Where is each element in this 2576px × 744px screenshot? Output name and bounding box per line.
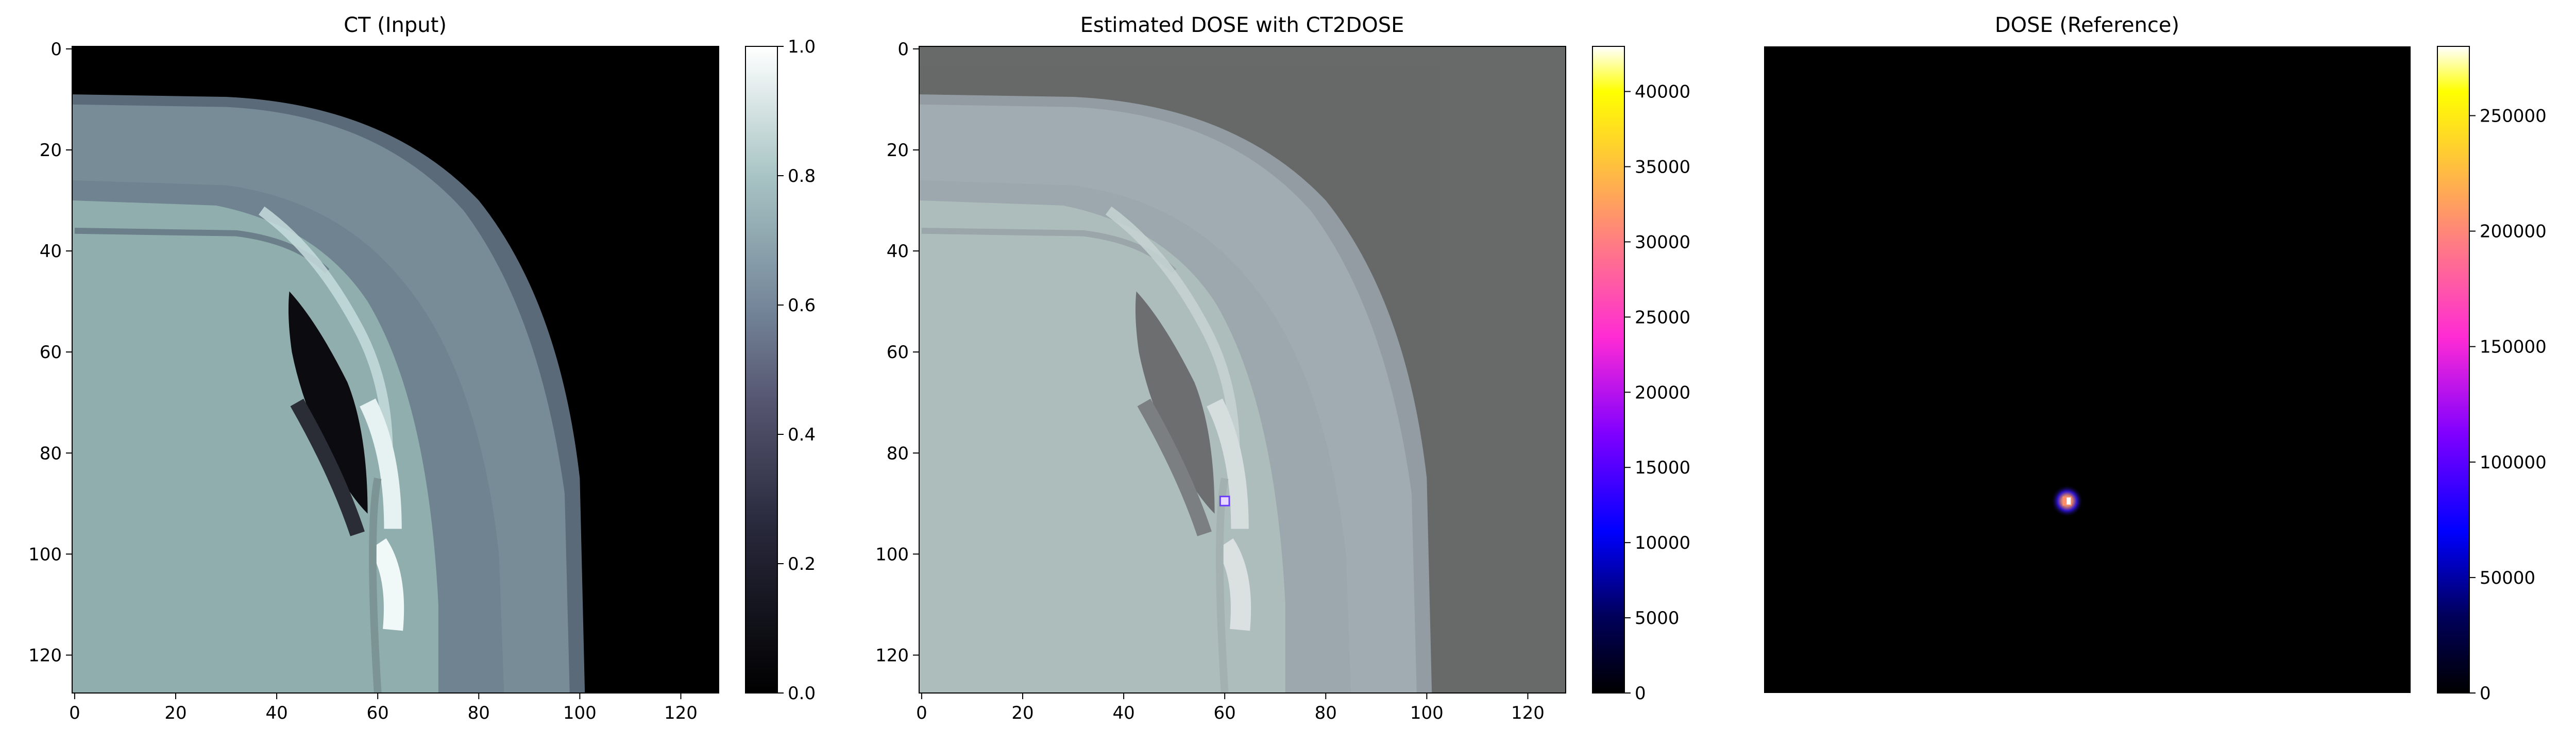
panel-title: DOSE (Reference) <box>1995 13 2179 37</box>
colorbar-tick-label: 35000 <box>1635 157 1690 177</box>
y-tick-label: 40 <box>887 241 909 262</box>
x-tick-label: 60 <box>367 703 389 723</box>
estimated-dose-image <box>919 46 1566 693</box>
colorbar-tick-label: 15000 <box>1635 458 1690 478</box>
reference-dose-image <box>1764 46 2411 693</box>
colorbar-tick-label: 40000 <box>1635 82 1690 103</box>
x-tick-label: 100 <box>1410 703 1444 723</box>
colorbar-tick-label: 0 <box>1635 683 1646 704</box>
panel-title: CT (Input) <box>344 13 447 37</box>
colorbar-tick-label: 50000 <box>2480 568 2535 588</box>
colorbar-tick-label: 100000 <box>2480 452 2547 473</box>
colorbar-tick-label: 30000 <box>1635 232 1690 252</box>
panel-title: Estimated DOSE with CT2DOSE <box>1080 13 1404 37</box>
dose-hotspot <box>1219 496 1230 506</box>
x-tick-label: 120 <box>1511 703 1545 723</box>
colorbar <box>1592 46 1625 694</box>
y-tick-group: 0 20 40 60 80 100 120 <box>28 39 72 666</box>
x-tick-group: 0 20 40 60 80 100 120 <box>916 693 1545 723</box>
x-tick-label: 40 <box>1112 703 1134 723</box>
x-tick-label: 40 <box>265 703 287 723</box>
colorbar-tick-label: 20000 <box>1635 382 1690 403</box>
colorbar-tick-label: 150000 <box>2480 337 2547 358</box>
colorbar-tick-label: 250000 <box>2480 106 2547 126</box>
colorbar-tick-label: 0.6 <box>788 295 816 316</box>
y-tick-label: 80 <box>40 443 62 464</box>
x-tick-label: 80 <box>468 703 490 723</box>
x-tick-label: 80 <box>1315 703 1337 723</box>
axes-frame <box>72 46 719 694</box>
colorbar-tick-label: 0.8 <box>788 166 816 187</box>
colorbar-tick-group: 0 50000 100000 150000 200000 250000 <box>2469 106 2547 704</box>
panel-reference-dose: DOSE (Reference) 0 50000 100000 150000 20000… <box>1764 13 2547 704</box>
x-tick-label: 20 <box>1011 703 1033 723</box>
y-tick-label: 60 <box>40 342 62 363</box>
colorbar <box>745 46 778 694</box>
y-tick-label: 100 <box>875 544 909 565</box>
x-tick-label: 0 <box>916 703 927 723</box>
x-tick-label: 0 <box>69 703 80 723</box>
axes-frame <box>919 46 1566 694</box>
y-tick-label: 120 <box>875 645 909 666</box>
colorbar-tick-label: 0.0 <box>788 683 816 704</box>
y-tick-label: 0 <box>897 39 909 60</box>
colorbar-tick-label: 1.0 <box>788 37 816 57</box>
panel-estimated-dose: Estimated DOSE with CT2DOSE 0 20 40 60 80 100… <box>875 13 1690 723</box>
x-tick-label: 120 <box>664 703 698 723</box>
y-tick-label: 40 <box>40 241 62 262</box>
colorbar-tick-label: 0.2 <box>788 554 816 574</box>
y-tick-label: 20 <box>40 140 62 161</box>
x-tick-label: 20 <box>164 703 187 723</box>
colorbar <box>2437 46 2470 694</box>
y-tick-label: 0 <box>50 39 62 60</box>
x-tick-label: 100 <box>563 703 597 723</box>
y-tick-label: 60 <box>887 342 909 363</box>
x-tick-group: 0 20 40 60 80 100 120 <box>69 693 698 723</box>
colorbar-tick-label: 0.4 <box>788 425 816 445</box>
x-tick-label: 60 <box>1214 703 1236 723</box>
y-tick-label: 120 <box>28 645 62 666</box>
y-tick-label: 20 <box>887 140 909 161</box>
colorbar-tick-group: 0.0 0.2 0.4 0.6 0.8 1.0 <box>777 37 816 704</box>
colorbar-tick-group: 0 5000 10000 15000 20000 25000 30000 35000 40000 <box>1624 82 1690 704</box>
ct-image <box>72 46 719 693</box>
colorbar-tick-label: 0 <box>2480 683 2491 704</box>
y-tick-label: 80 <box>887 443 909 464</box>
y-tick-label: 100 <box>28 544 62 565</box>
colorbar-tick-label: 25000 <box>1635 307 1690 328</box>
y-tick-group: 0 20 40 60 80 100 120 <box>875 39 919 666</box>
colorbar-tick-label: 200000 <box>2480 222 2547 242</box>
colorbar-tick-label: 5000 <box>1635 608 1680 629</box>
colorbar-tick-label: 10000 <box>1635 533 1690 553</box>
panel-ct-input: CT (Input) 0 20 40 60 80 100 120 0 20 40 60 80 100 1… <box>28 13 816 723</box>
